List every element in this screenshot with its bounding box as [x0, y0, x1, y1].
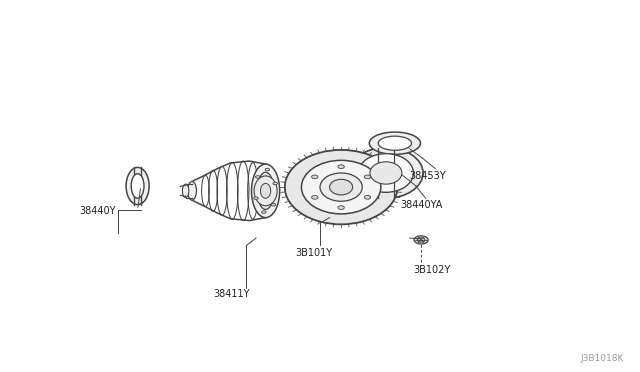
Ellipse shape	[330, 179, 353, 195]
Circle shape	[271, 203, 276, 206]
Circle shape	[338, 206, 344, 209]
Text: 38411Y: 38411Y	[213, 289, 250, 299]
Circle shape	[364, 175, 371, 179]
Ellipse shape	[188, 182, 196, 200]
Circle shape	[253, 197, 258, 199]
Text: J3B1018K: J3B1018K	[580, 354, 624, 363]
Ellipse shape	[260, 183, 271, 198]
Ellipse shape	[285, 150, 397, 224]
Ellipse shape	[182, 184, 189, 198]
Ellipse shape	[320, 173, 362, 201]
Ellipse shape	[370, 162, 402, 184]
Ellipse shape	[126, 167, 149, 205]
Circle shape	[255, 176, 260, 178]
Ellipse shape	[252, 164, 280, 218]
Circle shape	[417, 238, 425, 242]
Ellipse shape	[257, 172, 274, 209]
Circle shape	[265, 168, 269, 171]
Ellipse shape	[358, 154, 413, 192]
Ellipse shape	[349, 148, 423, 198]
Text: 38440Y: 38440Y	[79, 206, 116, 216]
Circle shape	[364, 195, 371, 199]
Ellipse shape	[131, 174, 144, 198]
Circle shape	[338, 165, 344, 169]
Text: 38440YA: 38440YA	[400, 201, 442, 210]
Ellipse shape	[254, 176, 277, 206]
Circle shape	[414, 236, 428, 244]
Ellipse shape	[301, 160, 381, 214]
Text: 38453Y: 38453Y	[409, 171, 446, 181]
Ellipse shape	[369, 132, 420, 154]
Circle shape	[273, 182, 278, 185]
Circle shape	[312, 175, 318, 179]
Text: 3B101Y: 3B101Y	[295, 248, 332, 258]
Circle shape	[262, 211, 266, 214]
Circle shape	[312, 195, 318, 199]
Ellipse shape	[378, 136, 412, 150]
Text: 3B102Y: 3B102Y	[413, 265, 451, 275]
